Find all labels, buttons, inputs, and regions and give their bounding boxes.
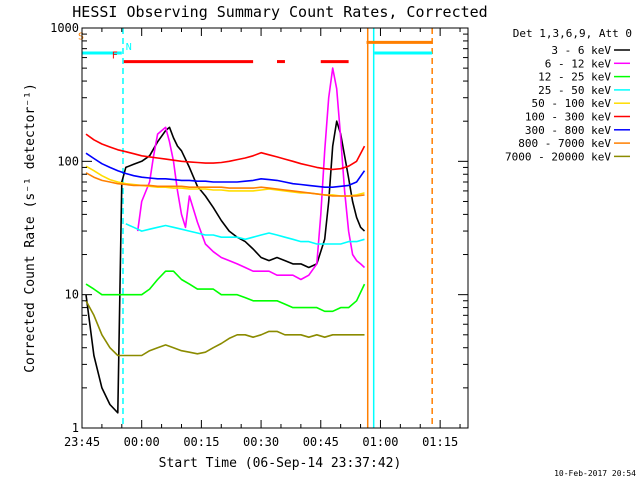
legend-label-100-300-kev: 100 - 300 keV <box>525 111 611 124</box>
x-tick-label-00-45: 00:45 <box>303 435 339 449</box>
x-tick-label-00-00: 00:00 <box>124 435 160 449</box>
series-line-6-12-kev <box>136 67 366 281</box>
y-tick-label-10: 10 <box>65 288 79 302</box>
legend-title: Det 1,3,6,9, Att 0 <box>513 27 632 40</box>
flag-label-f: F <box>112 51 118 62</box>
x-tick-label-00-30: 00:30 <box>243 435 279 449</box>
flag-label-s: S <box>78 31 84 42</box>
legend-label-6-12-kev: 6 - 12 keV <box>545 57 612 70</box>
y-tick-label-1: 1 <box>72 421 79 435</box>
y-tick-label-100: 100 <box>57 154 79 168</box>
x-tick-label-01-15: 01:15 <box>422 435 458 449</box>
timestamp: 10-Feb-2017 20:54 <box>554 469 636 478</box>
flag-label-n: N <box>126 42 132 53</box>
x-axis-label: Start Time (06-Sep-14 23:37:42) <box>159 456 402 471</box>
series-line-3-6-kev <box>85 120 366 414</box>
legend-label-300-800-kev: 300 - 800 keV <box>525 124 611 137</box>
series-line-300-800-kev <box>85 152 366 188</box>
legend-label-800-7000-kev: 800 - 7000 keV <box>518 137 611 150</box>
x-tick-label-23-45: 23:45 <box>64 435 100 449</box>
series-line-7000-20000-kev <box>85 300 365 357</box>
y-axis-label: Corrected Count Rate (s⁻¹ detector⁻¹) <box>23 83 38 373</box>
legend-label-12-25-kev: 12 - 25 keV <box>538 71 611 84</box>
x-tick-label-01-00: 01:00 <box>362 435 398 449</box>
x-axis: 23:45 00:00 00:15 00:30 00:45 01:00 01:15 <box>64 28 461 449</box>
y-axis: 1 10 100 1000 <box>50 21 468 435</box>
series-line-12-25-kev <box>85 270 366 313</box>
legend-label-7000-20000-kev: 7000 - 20000 keV <box>505 150 611 163</box>
series-line-100-300-kev <box>85 133 366 171</box>
plot-area: S NF <box>78 28 433 428</box>
chart-title: HESSI Observing Summary Count Rates, Cor… <box>72 3 487 21</box>
legend-label-3-6-kev: 3 - 6 keV <box>551 44 611 57</box>
x-tick-label-00-15: 00:15 <box>183 435 219 449</box>
series-line-25-50-kev <box>125 223 365 245</box>
y-tick-label-1000: 1000 <box>50 21 79 35</box>
plot-frame <box>81 27 469 429</box>
series-line-800-7000-kev <box>85 172 365 197</box>
legend-label-25-50-kev: 25 - 50 keV <box>538 84 611 97</box>
legend-label-50-100-kev: 50 - 100 keV <box>532 97 612 110</box>
